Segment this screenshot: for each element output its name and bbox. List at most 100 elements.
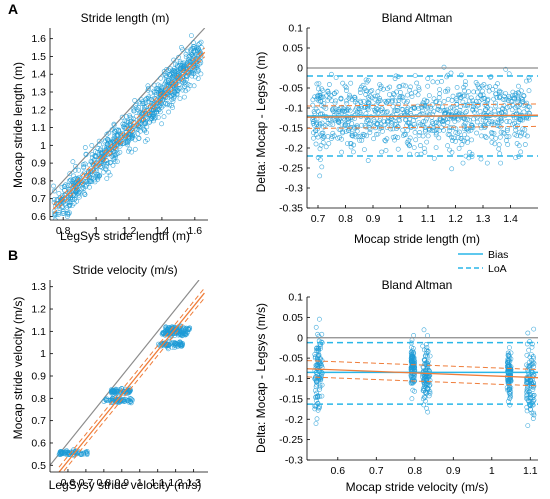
data-point (104, 396, 109, 401)
data-point (310, 102, 316, 108)
data-point (448, 114, 454, 120)
data-point (364, 88, 370, 94)
data-point (523, 102, 528, 108)
data-point (371, 136, 376, 142)
data-point (78, 450, 84, 456)
data-point (392, 134, 398, 140)
data-point (478, 123, 484, 128)
data-point (186, 62, 192, 67)
y-axis-label: Mocap stride velocity (m/s) (11, 297, 25, 440)
data-point (531, 326, 537, 332)
data-point (365, 102, 371, 108)
data-point (157, 92, 163, 98)
data-point (494, 123, 500, 128)
data-point (89, 154, 95, 160)
data-point (358, 104, 364, 109)
data-point (392, 76, 398, 81)
data-point (447, 127, 453, 133)
data-point (108, 159, 113, 165)
data-point (375, 121, 380, 127)
data-point (382, 98, 388, 104)
x-tick-label: 1.1 (523, 465, 538, 477)
data-point (391, 108, 397, 114)
data-point (422, 149, 428, 155)
data-point (445, 143, 450, 149)
data-point (480, 123, 486, 129)
data-point (145, 83, 151, 89)
data-point (124, 140, 130, 146)
data-point (135, 131, 141, 137)
data-point (457, 129, 462, 135)
data-point (196, 68, 201, 73)
data-point (492, 141, 498, 147)
data-point (479, 88, 485, 94)
data-point (52, 188, 57, 194)
data-point (121, 389, 127, 395)
data-point (346, 95, 352, 101)
data-point (506, 93, 512, 99)
data-point (76, 180, 82, 186)
data-point (128, 400, 134, 406)
x-tick-label: 1.4 (155, 225, 170, 237)
data-point (147, 106, 153, 112)
data-point (431, 109, 437, 114)
data-point (377, 124, 383, 129)
data-point (115, 396, 120, 402)
data-point (417, 143, 423, 148)
data-point (196, 46, 201, 52)
data-point (333, 89, 339, 95)
data-point (103, 397, 109, 402)
data-point (375, 89, 381, 95)
data-point (312, 388, 318, 393)
data-point (315, 354, 321, 360)
data-point (163, 101, 168, 106)
data-point (145, 96, 151, 101)
x-tick-label: 1.2 (168, 477, 183, 489)
data-point (336, 120, 342, 125)
data-point (110, 136, 116, 142)
data-point (52, 197, 57, 202)
data-point (451, 106, 457, 112)
data-point (378, 83, 384, 89)
data-point (186, 327, 191, 332)
regression-ci-upper (52, 47, 206, 206)
data-point (524, 389, 529, 395)
data-point (521, 109, 527, 115)
data-point (360, 82, 366, 88)
data-point (160, 341, 166, 347)
x-tick-label: 1.1 (421, 213, 436, 225)
data-point (108, 398, 113, 403)
y-tick-label: -0.35 (279, 203, 303, 215)
data-point (139, 111, 145, 117)
data-point (384, 110, 390, 115)
data-point (412, 129, 418, 135)
data-point (171, 342, 177, 348)
data-point (470, 98, 476, 104)
y-tick-label: -0.1 (285, 373, 303, 385)
data-point (80, 184, 85, 190)
data-point (143, 99, 149, 105)
data-point (317, 346, 323, 351)
data-point (66, 178, 72, 184)
data-point (385, 118, 390, 124)
data-point (102, 151, 108, 157)
data-point (162, 73, 168, 78)
regression-ci-lower (307, 125, 538, 129)
y-tick-label: 0 (297, 332, 303, 344)
x-tick-label: 0.9 (446, 465, 461, 477)
data-point (60, 196, 65, 202)
data-point (516, 143, 522, 149)
data-point (354, 128, 360, 134)
data-point (318, 99, 324, 104)
data-point (485, 105, 491, 111)
data-point (132, 146, 138, 152)
y-tick-label: -0.1 (285, 103, 303, 115)
data-point (312, 406, 318, 412)
data-point (519, 99, 525, 105)
data-point (315, 407, 321, 413)
data-point (365, 77, 371, 83)
data-point (313, 398, 319, 403)
x-axis-label: Mocap stride length (m) (354, 232, 480, 246)
data-point (462, 82, 468, 88)
data-point (57, 195, 63, 201)
